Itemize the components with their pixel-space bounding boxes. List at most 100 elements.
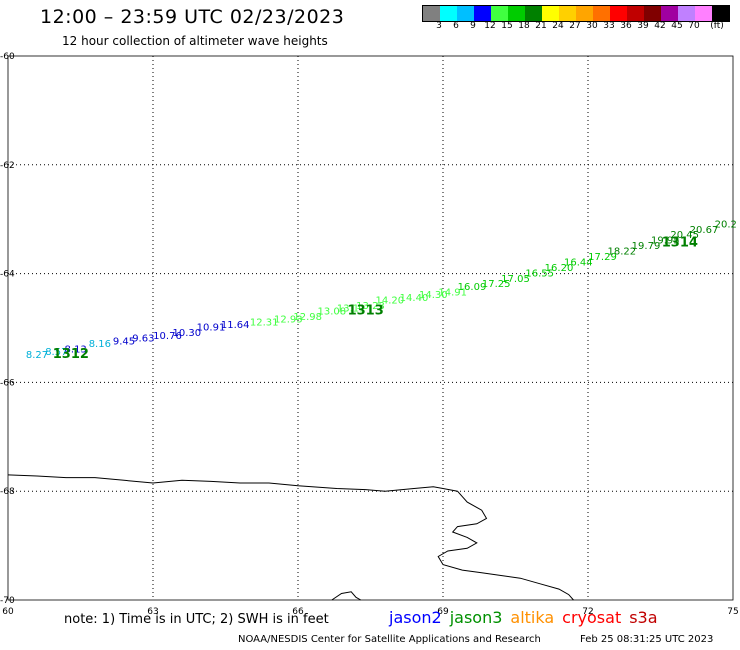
colorbar-swatch	[678, 6, 695, 21]
wave-height-label: 20.45	[670, 230, 699, 241]
wave-height-label: 13.11	[337, 304, 366, 315]
pass-number-label: 1313	[348, 303, 384, 318]
wave-height-label: 8.16	[89, 339, 111, 350]
wave-height-label: 14.30	[419, 290, 448, 301]
map-title: 12:00 – 23:59 UTC 02/23/2023	[40, 6, 345, 28]
map-frame	[7, 55, 734, 601]
wave-height-label: 14.20	[376, 296, 405, 307]
colorbar-swatch	[644, 6, 661, 21]
timestamp-text: Feb 25 08:31:25 UTC 2023	[580, 634, 714, 645]
x-tick-label: 66	[292, 607, 304, 617]
wave-height-label: 16.20	[545, 263, 574, 274]
wave-height-label: 17.29	[588, 252, 617, 263]
colorbar-swatch	[423, 6, 440, 21]
wave-height-label: 9.63	[132, 334, 154, 345]
map-subtitle: 12 hour collection of altimeter wave hei…	[62, 34, 328, 48]
colorbar-swatch	[508, 6, 525, 21]
wave-height-label: 20.2	[715, 219, 737, 230]
wave-height-label: 12.93	[274, 315, 303, 326]
colorbar-label: 42	[654, 21, 666, 31]
x-tick-label: 69	[437, 607, 449, 617]
wave-height-label: 17.25	[482, 279, 511, 290]
colorbar-label: 45	[671, 21, 683, 31]
pass-number-label: 1314	[662, 235, 698, 250]
wave-height-label: 19.79	[632, 241, 661, 252]
colorbar-swatch	[440, 6, 457, 21]
colorbar-label: 12	[484, 21, 496, 31]
wave-height-label: 16.09	[458, 282, 487, 293]
y-tick-label: -70	[0, 596, 15, 606]
wave-height-label: 16.55	[525, 268, 554, 279]
x-tick-label: 60	[2, 607, 14, 617]
note-text: note: 1) Time is in UTC; 2) SWH is in fe…	[64, 612, 329, 627]
wave-height-label: 14.91	[438, 287, 467, 298]
wave-height-label: 8.13	[65, 344, 87, 355]
colorbar-swatch	[610, 6, 627, 21]
colorbar-label: 27	[569, 21, 581, 31]
satellite-legend-item: altika	[510, 608, 555, 627]
wave-height-label: 17.05	[501, 274, 530, 285]
wave-height-label: 16.44	[564, 257, 593, 268]
credit-text: NOAA/NESDIS Center for Satellite Applica…	[238, 634, 541, 645]
colorbar-label: 33	[603, 21, 615, 31]
satellite-legend-item: cryosat	[562, 608, 622, 627]
colorbar-label: 3	[436, 21, 442, 31]
y-tick-label: -62	[0, 161, 15, 171]
y-tick-label: -60	[0, 52, 15, 62]
colorbar-label: 9	[470, 21, 476, 31]
colorbar-swatch	[491, 6, 508, 21]
satellite-legend-item: jason3	[449, 608, 503, 627]
colorbar-label: 21	[535, 21, 547, 31]
coastline	[7, 474, 574, 601]
wave-height-label: 9.45	[113, 336, 135, 347]
wave-height-label: 12.31	[250, 317, 279, 328]
colorbar-label: 24	[552, 21, 564, 31]
wave-height-label: 8.57	[45, 347, 67, 358]
wave-height-label: 13.08	[318, 306, 347, 317]
wave-height-label: 14.40	[400, 293, 429, 304]
y-tick-label: -64	[0, 270, 15, 280]
satellite-legend: jason2 jason3 altika cryosat s3a	[389, 608, 666, 627]
wave-height-label: 10.91	[197, 323, 226, 334]
colorbar-swatch	[593, 6, 610, 21]
satellite-legend-item: jason2	[389, 608, 442, 627]
colorbar-label: 39	[637, 21, 649, 31]
colorbar-swatch	[542, 6, 559, 21]
x-tick-label: 72	[582, 607, 593, 617]
wave-height-label: 13.23	[356, 301, 385, 312]
colorbar-label: 18	[518, 21, 530, 31]
satellite-legend-item: s3a	[629, 608, 658, 627]
colorbar-swatch	[559, 6, 576, 21]
colorbar-swatch	[627, 6, 644, 21]
wave-height-label: 18.22	[608, 247, 637, 258]
y-tick-label: -68	[0, 487, 15, 497]
coastline-island	[331, 591, 362, 601]
wave-height-label: 12.98	[293, 312, 322, 323]
wave-height-label: 20.67	[690, 225, 719, 236]
pass-number-label: 1312	[53, 347, 89, 362]
wave-height-label: 11.64	[221, 320, 250, 331]
colorbar-label: 15	[501, 21, 513, 31]
wave-height-label: 19.95	[651, 236, 680, 247]
wave-height-label: 8.27	[26, 350, 48, 361]
colorbar-label: 6	[453, 21, 459, 31]
wave-height-label: 10.30	[173, 328, 202, 339]
colorbar-label: (ft)	[710, 21, 724, 31]
colorbar-swatch	[525, 6, 542, 21]
colorbar-label: 36	[620, 21, 632, 31]
y-tick-label: -66	[0, 378, 15, 388]
colorbar-label: 30	[586, 21, 598, 31]
colorbar-swatch	[695, 6, 712, 21]
x-tick-label: 63	[147, 607, 158, 617]
colorbar	[422, 5, 730, 22]
colorbar-swatch	[474, 6, 491, 21]
colorbar-swatch	[712, 6, 729, 21]
x-tick-label: 75	[727, 607, 738, 617]
wave-height-label: 10.76	[153, 331, 182, 342]
colorbar-swatch	[576, 6, 593, 21]
colorbar-label: 70	[688, 21, 700, 31]
colorbar-swatch	[661, 6, 678, 21]
colorbar-swatch	[457, 6, 474, 21]
colorbar-labels: 3 6 9 12 15 18 21 24 27 30 33 36 39 42 45 70 (ft)	[422, 21, 740, 35]
